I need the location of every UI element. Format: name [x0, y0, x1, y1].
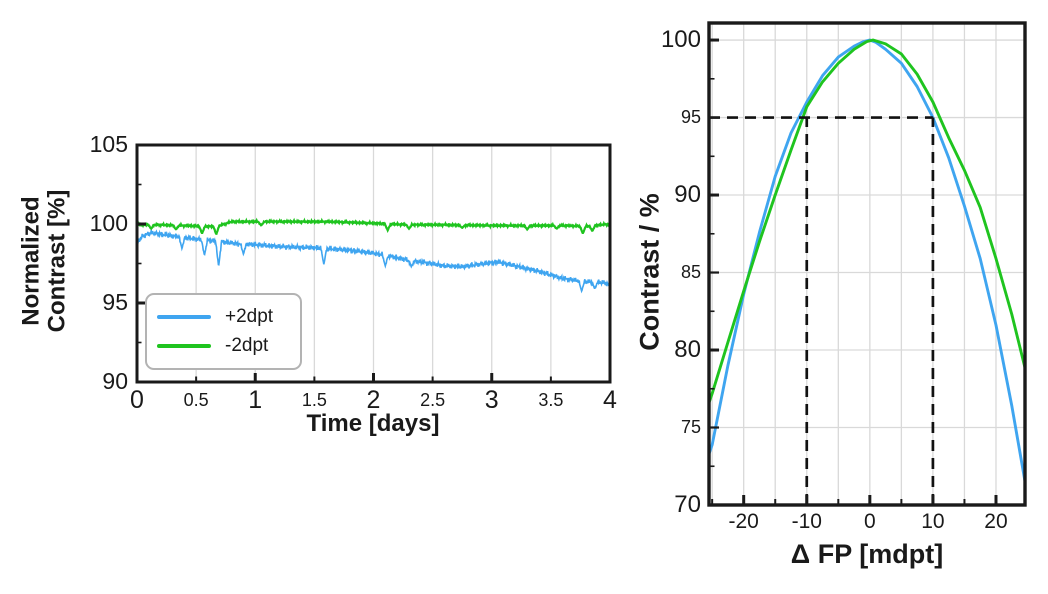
stability-series	[137, 217, 610, 294]
stability-frame	[135, 143, 612, 384]
defocus-frame	[707, 21, 1027, 507]
stability-series-+2dpt	[137, 227, 610, 294]
defocus-gridlines	[709, 23, 1025, 505]
defocus-series	[709, 38, 1025, 490]
stability-series--2dpt	[137, 217, 610, 235]
defocus-series--2dpt	[709, 38, 1025, 405]
defocus-dashed-guides	[709, 116, 935, 505]
